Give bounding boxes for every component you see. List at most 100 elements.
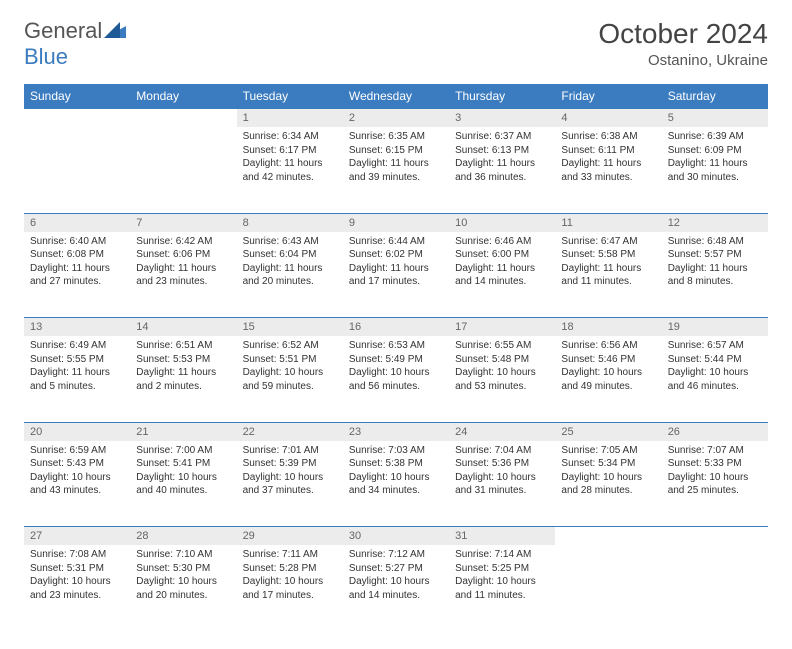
day-number: 6 xyxy=(24,213,130,232)
day-cell: Sunrise: 6:34 AMSunset: 6:17 PMDaylight:… xyxy=(237,127,343,213)
day-cell: Sunrise: 6:48 AMSunset: 5:57 PMDaylight:… xyxy=(662,232,768,318)
calendar-body: 12345Sunrise: 6:34 AMSunset: 6:17 PMDayl… xyxy=(24,109,768,632)
month-title: October 2024 xyxy=(598,18,768,50)
day-number: 18 xyxy=(555,318,661,337)
weekday-header: Monday xyxy=(130,84,236,109)
day-number: 21 xyxy=(130,422,236,441)
day-cell: Sunrise: 6:44 AMSunset: 6:02 PMDaylight:… xyxy=(343,232,449,318)
day-cell: Sunrise: 6:55 AMSunset: 5:48 PMDaylight:… xyxy=(449,336,555,422)
day-number: 10 xyxy=(449,213,555,232)
day-number: 22 xyxy=(237,422,343,441)
calendar-table: Sunday Monday Tuesday Wednesday Thursday… xyxy=(24,84,768,631)
day-cell xyxy=(555,545,661,631)
day-cell: Sunrise: 6:46 AMSunset: 6:00 PMDaylight:… xyxy=(449,232,555,318)
weekday-header-row: Sunday Monday Tuesday Wednesday Thursday… xyxy=(24,84,768,109)
day-number: 3 xyxy=(449,109,555,128)
day-content-row: Sunrise: 6:34 AMSunset: 6:17 PMDaylight:… xyxy=(24,127,768,213)
brand-part1: General xyxy=(24,18,102,43)
day-number xyxy=(130,109,236,128)
brand-part2: Blue xyxy=(24,44,68,69)
day-number: 5 xyxy=(662,109,768,128)
weekday-header: Saturday xyxy=(662,84,768,109)
calendar-page: GeneralBlue October 2024 Ostanino, Ukrai… xyxy=(0,0,792,649)
day-cell: Sunrise: 7:00 AMSunset: 5:41 PMDaylight:… xyxy=(130,441,236,527)
weekday-header: Sunday xyxy=(24,84,130,109)
day-cell: Sunrise: 6:53 AMSunset: 5:49 PMDaylight:… xyxy=(343,336,449,422)
day-content-row: Sunrise: 6:49 AMSunset: 5:55 PMDaylight:… xyxy=(24,336,768,422)
day-content-row: Sunrise: 7:08 AMSunset: 5:31 PMDaylight:… xyxy=(24,545,768,631)
brand-logo: GeneralBlue xyxy=(24,18,126,70)
day-cell: Sunrise: 7:07 AMSunset: 5:33 PMDaylight:… xyxy=(662,441,768,527)
day-number: 8 xyxy=(237,213,343,232)
day-number: 13 xyxy=(24,318,130,337)
day-content-row: Sunrise: 6:40 AMSunset: 6:08 PMDaylight:… xyxy=(24,232,768,318)
day-number: 15 xyxy=(237,318,343,337)
day-number: 17 xyxy=(449,318,555,337)
day-number: 24 xyxy=(449,422,555,441)
day-cell: Sunrise: 6:56 AMSunset: 5:46 PMDaylight:… xyxy=(555,336,661,422)
day-cell: Sunrise: 6:52 AMSunset: 5:51 PMDaylight:… xyxy=(237,336,343,422)
day-number xyxy=(662,527,768,546)
title-block: October 2024 Ostanino, Ukraine xyxy=(598,18,768,69)
day-cell: Sunrise: 6:37 AMSunset: 6:13 PMDaylight:… xyxy=(449,127,555,213)
weekday-header: Thursday xyxy=(449,84,555,109)
brand-triangle-icon xyxy=(104,18,126,34)
day-number: 25 xyxy=(555,422,661,441)
day-cell xyxy=(662,545,768,631)
day-number: 30 xyxy=(343,527,449,546)
day-cell: Sunrise: 6:51 AMSunset: 5:53 PMDaylight:… xyxy=(130,336,236,422)
brand-text: GeneralBlue xyxy=(24,18,126,70)
day-cell xyxy=(130,127,236,213)
day-cell: Sunrise: 7:10 AMSunset: 5:30 PMDaylight:… xyxy=(130,545,236,631)
day-number: 19 xyxy=(662,318,768,337)
day-number: 16 xyxy=(343,318,449,337)
day-cell: Sunrise: 6:39 AMSunset: 6:09 PMDaylight:… xyxy=(662,127,768,213)
day-number: 26 xyxy=(662,422,768,441)
day-cell: Sunrise: 6:59 AMSunset: 5:43 PMDaylight:… xyxy=(24,441,130,527)
day-number: 23 xyxy=(343,422,449,441)
daynum-row: 20212223242526 xyxy=(24,422,768,441)
weekday-header: Wednesday xyxy=(343,84,449,109)
day-number xyxy=(555,527,661,546)
daynum-row: 13141516171819 xyxy=(24,318,768,337)
day-number: 4 xyxy=(555,109,661,128)
day-cell: Sunrise: 6:57 AMSunset: 5:44 PMDaylight:… xyxy=(662,336,768,422)
day-number: 28 xyxy=(130,527,236,546)
day-cell: Sunrise: 6:35 AMSunset: 6:15 PMDaylight:… xyxy=(343,127,449,213)
day-number: 1 xyxy=(237,109,343,128)
weekday-header: Tuesday xyxy=(237,84,343,109)
day-cell: Sunrise: 7:08 AMSunset: 5:31 PMDaylight:… xyxy=(24,545,130,631)
day-cell: Sunrise: 7:04 AMSunset: 5:36 PMDaylight:… xyxy=(449,441,555,527)
day-cell: Sunrise: 6:49 AMSunset: 5:55 PMDaylight:… xyxy=(24,336,130,422)
day-number: 20 xyxy=(24,422,130,441)
day-content-row: Sunrise: 6:59 AMSunset: 5:43 PMDaylight:… xyxy=(24,441,768,527)
location-label: Ostanino, Ukraine xyxy=(598,52,768,69)
day-number: 9 xyxy=(343,213,449,232)
day-cell xyxy=(24,127,130,213)
day-number xyxy=(24,109,130,128)
day-number: 7 xyxy=(130,213,236,232)
day-number: 29 xyxy=(237,527,343,546)
day-cell: Sunrise: 6:40 AMSunset: 6:08 PMDaylight:… xyxy=(24,232,130,318)
day-cell: Sunrise: 7:11 AMSunset: 5:28 PMDaylight:… xyxy=(237,545,343,631)
day-cell: Sunrise: 7:12 AMSunset: 5:27 PMDaylight:… xyxy=(343,545,449,631)
day-number: 14 xyxy=(130,318,236,337)
day-cell: Sunrise: 6:43 AMSunset: 6:04 PMDaylight:… xyxy=(237,232,343,318)
day-cell: Sunrise: 6:42 AMSunset: 6:06 PMDaylight:… xyxy=(130,232,236,318)
day-number: 12 xyxy=(662,213,768,232)
day-cell: Sunrise: 7:14 AMSunset: 5:25 PMDaylight:… xyxy=(449,545,555,631)
weekday-header: Friday xyxy=(555,84,661,109)
day-cell: Sunrise: 7:03 AMSunset: 5:38 PMDaylight:… xyxy=(343,441,449,527)
day-cell: Sunrise: 6:38 AMSunset: 6:11 PMDaylight:… xyxy=(555,127,661,213)
page-header: GeneralBlue October 2024 Ostanino, Ukrai… xyxy=(24,18,768,70)
daynum-row: 2728293031 xyxy=(24,527,768,546)
day-number: 31 xyxy=(449,527,555,546)
daynum-row: 12345 xyxy=(24,109,768,128)
day-cell: Sunrise: 7:05 AMSunset: 5:34 PMDaylight:… xyxy=(555,441,661,527)
day-number: 11 xyxy=(555,213,661,232)
day-number: 27 xyxy=(24,527,130,546)
day-number: 2 xyxy=(343,109,449,128)
day-cell: Sunrise: 7:01 AMSunset: 5:39 PMDaylight:… xyxy=(237,441,343,527)
day-cell: Sunrise: 6:47 AMSunset: 5:58 PMDaylight:… xyxy=(555,232,661,318)
daynum-row: 6789101112 xyxy=(24,213,768,232)
